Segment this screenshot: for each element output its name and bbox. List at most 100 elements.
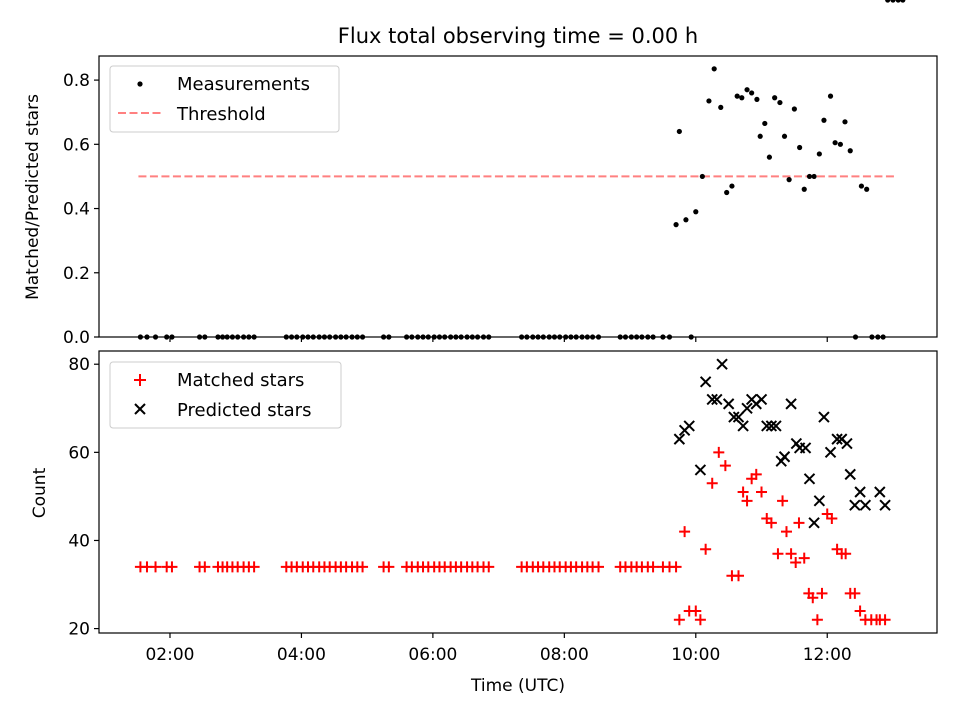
top-legend-box [109,65,340,133]
matched-star-point [816,587,828,599]
bottom-xtick-label: 02:00 [145,645,194,665]
measurement-point [781,133,788,139]
measurement-point [683,217,689,223]
matched-star-point [719,460,731,472]
predicted-star-point [854,486,866,498]
matched-star-point [690,605,702,617]
top-ytick-label: 0.4 [63,200,90,220]
measurement-point [676,128,682,135]
measurement-point [693,209,699,215]
matched-star-point [879,614,891,626]
measurement-point [864,186,870,192]
predicted-star-point [716,358,728,370]
matched-star-point [790,557,802,568]
matched-star-point [737,486,749,498]
measurement-point [734,93,740,99]
matched-star-point [483,561,495,573]
bottom-ylabel: Count [30,467,50,518]
measurement-point [739,95,745,101]
bottom-xtick-label: 06:00 [408,645,457,665]
measurement-point [885,0,891,3]
matched-star-point [150,561,162,573]
predicted-star-point [874,486,886,498]
top-ytick-label: 0.6 [63,135,90,155]
matched-star-point [679,526,691,538]
matched-star-point [593,561,605,573]
measurement-point [842,119,848,125]
matched-star-point [793,517,805,529]
bottom-plot-frame [98,350,938,634]
matched-star-point [700,543,712,555]
measurement-point [797,144,803,151]
predicted-star-point [728,411,740,423]
matched-star-point [647,561,659,573]
measurement-point [827,93,834,99]
matched-star-point [383,561,395,573]
measurement-point [744,87,750,93]
predicted-star-point [732,411,745,423]
predicted-star-point [831,433,843,445]
bottom-panel: Count Time (UTC) 20 40 60 80 02:00 04:00 06:00… [30,350,938,696]
predicted-star-point [824,446,837,459]
matched-star-point [840,548,852,560]
matched-star-point [854,605,866,617]
measurement-point [806,173,813,180]
matched-star-point [694,614,706,626]
predicted-star-point [859,499,872,511]
matched-star-point [750,468,762,480]
bottom-xtick-label: 04:00 [277,645,326,665]
bottom-axes: 20 40 60 80 02:00 04:00 06:00 08:00 10:00 12:00 [68,350,938,665]
predicted-star-point [699,376,712,388]
top-legend: Measurements Threshold [109,65,340,133]
legend-predicted-marker [134,403,146,415]
matched-star-point [733,570,745,582]
legend-measurements-marker [137,81,143,87]
matched-star-point [765,517,777,529]
bottom-legend-box [109,361,342,429]
bottom-ytick-label: 80 [68,355,90,375]
matched-star-point [780,526,792,538]
predicted-star-point [694,464,707,476]
bottom-xtick-label: 12:00 [803,645,852,665]
measurement-point [832,140,838,146]
matched-star-point [826,512,838,524]
matched-star-point [248,561,260,573]
matched-star-point [670,561,682,573]
legend-measurements-label: Measurements [177,74,310,95]
predicted-star-point [778,451,791,463]
predicted-star-point [683,420,695,432]
measurement-point [749,90,755,96]
predicted-star-point [761,420,773,432]
top-ytick-label: 0.0 [63,328,90,348]
predicted-star-point [765,420,778,432]
measurement-point [772,95,778,101]
predicted-star-point [849,499,861,511]
top-plot-frame [98,55,938,338]
predicted-star-point [737,420,749,432]
predicted-star-point [841,437,853,450]
bottom-legend: Matched stars Predicted stars [109,361,342,429]
matched-star-point [357,561,369,573]
predicted-star-point [755,393,768,406]
measurement-point [754,96,760,102]
matched-star-point [798,552,810,564]
measurement-point [711,66,717,72]
legend-matched-label: Matched stars [177,370,304,391]
bottom-ytick-label: 20 [68,620,90,640]
measurement-point [757,133,763,139]
top-ytick-label: 0.2 [63,264,90,284]
measurement-point [718,104,724,110]
measurement-point [706,98,712,104]
measurement-point [895,0,901,3]
measurement-point [858,183,865,189]
matched-star-point [849,587,861,599]
legend-predicted-label: Predicted stars [177,400,311,421]
predicted-star-point [722,398,735,410]
legend-threshold-label: Threshold [176,104,266,125]
measurement-point [890,0,896,3]
matched-star-point [807,592,819,604]
bottom-points [135,358,891,626]
measurement-point [777,99,783,106]
predicted-star-point [818,411,830,423]
